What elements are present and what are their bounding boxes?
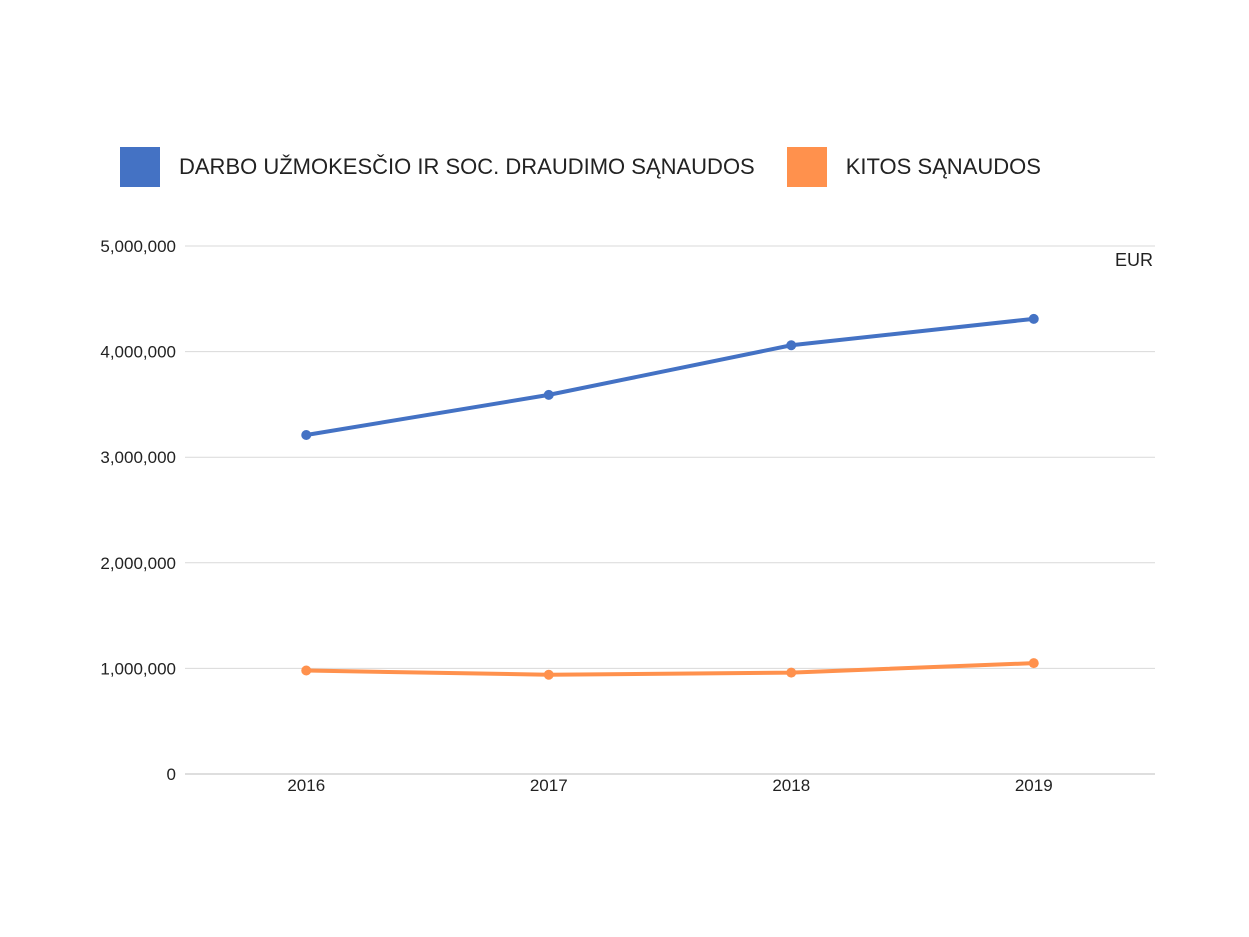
data-point-series-1	[543, 389, 554, 400]
y-tick-label: 1,000,000	[100, 659, 176, 678]
x-tick-label: 2016	[287, 776, 325, 795]
unit-label: EUR	[1114, 250, 1153, 270]
legend-item-series-2: KITOS SĄNAUDOS	[786, 147, 1041, 187]
x-tick-label: 2019	[1015, 776, 1053, 795]
y-tick-label: 2,000,000	[100, 554, 176, 573]
data-point-series-2	[786, 667, 797, 678]
data-point-series-2	[301, 665, 312, 676]
legend-item-series-1: DARBO UŽMOKESČIO IR SOC. DRAUDIMO SĄNAUD…	[120, 147, 755, 187]
data-point-series-1	[301, 430, 312, 441]
legend: DARBO UŽMOKESČIO IR SOC. DRAUDIMO SĄNAUD…	[120, 146, 1073, 188]
data-point-series-2	[1028, 658, 1039, 669]
legend-swatch-series-2	[786, 147, 827, 187]
data-point-series-1	[786, 340, 797, 351]
y-tick-label: 5,000,000	[100, 237, 176, 256]
data-point-series-2	[543, 669, 554, 680]
series-line-1	[304, 316, 1036, 438]
y-tick-label: 0	[167, 765, 176, 784]
data-point-series-1	[1028, 313, 1039, 324]
x-tick-label: 2018	[772, 776, 810, 795]
y-tick-label: 3,000,000	[100, 448, 176, 467]
legend-label-series-2: KITOS SĄNAUDOS	[845, 154, 1041, 179]
x-tick-label: 2017	[530, 776, 568, 795]
legend-label-series-1: DARBO UŽMOKESČIO IR SOC. DRAUDIMO SĄNAUD…	[179, 154, 755, 179]
legend-swatch-series-1	[120, 147, 160, 187]
series-line-2	[304, 661, 1036, 677]
y-tick-label: 4,000,000	[100, 343, 176, 362]
